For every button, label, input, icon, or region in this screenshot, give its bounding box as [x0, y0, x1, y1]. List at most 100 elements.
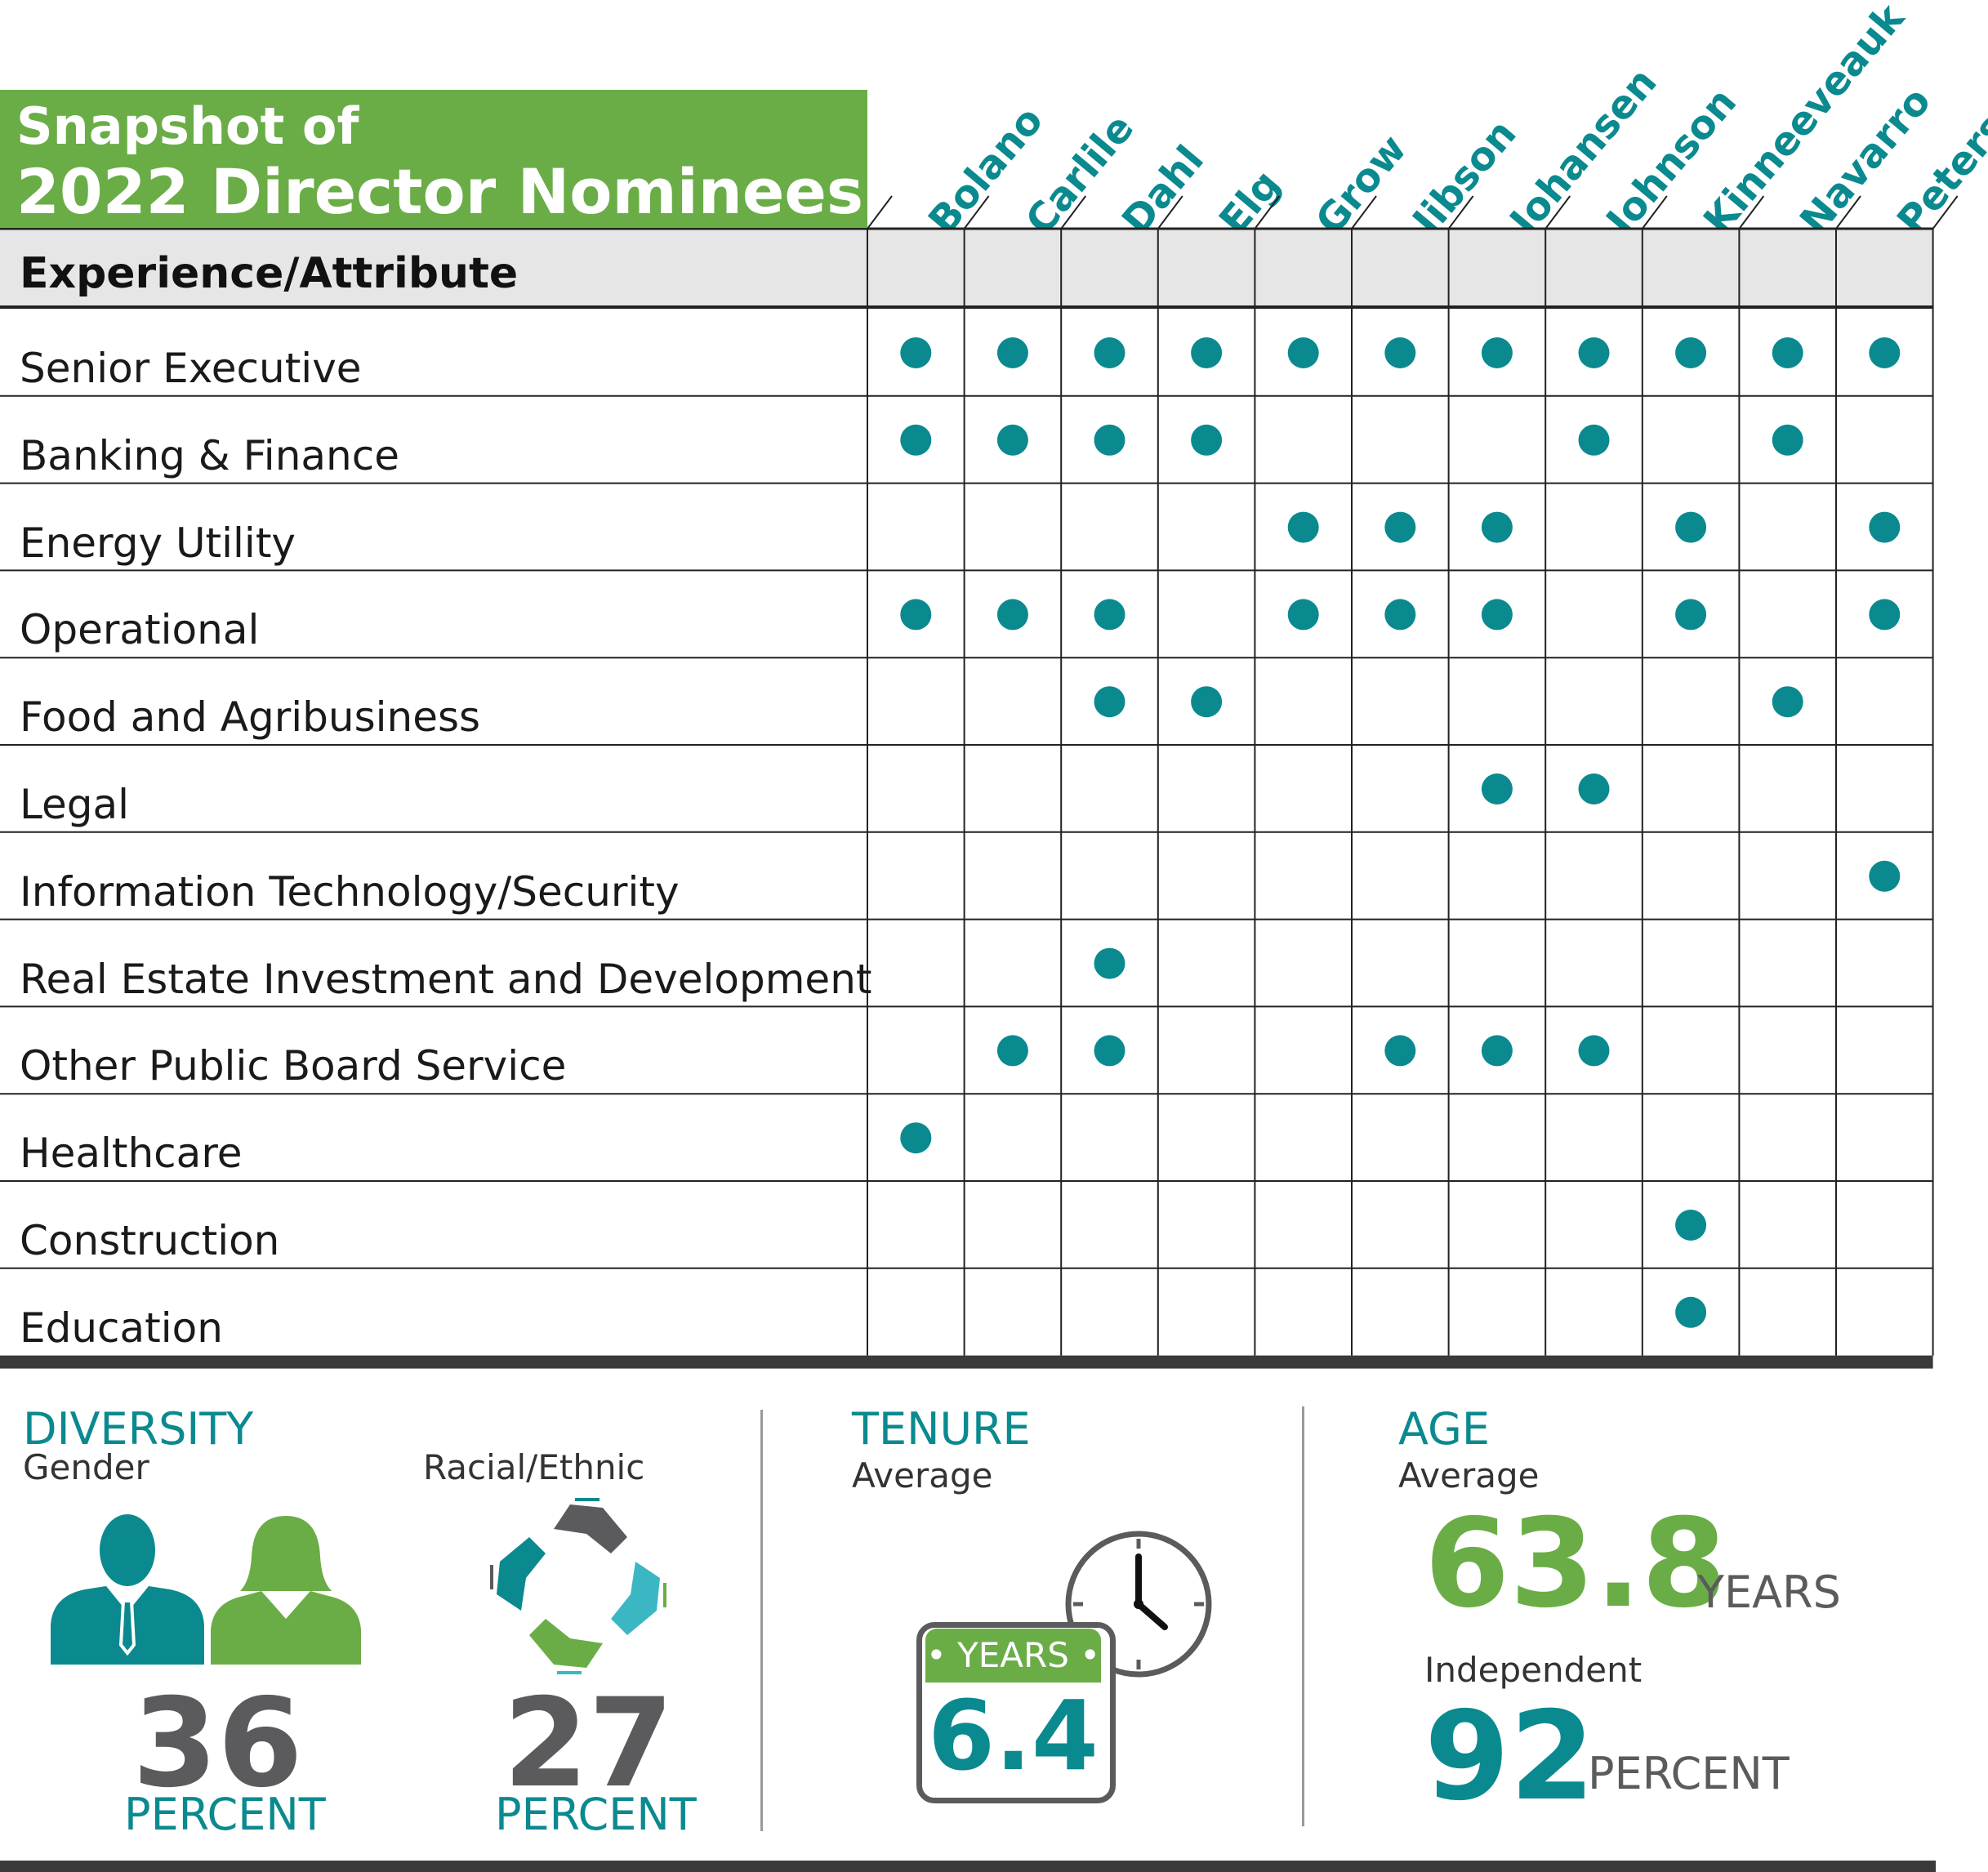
attribute-dot	[1287, 599, 1319, 631]
attribute-dot	[996, 424, 1028, 456]
attribute-label: Food and Agribusiness	[20, 693, 481, 742]
attribute-dot	[900, 337, 932, 368]
attribute-dot	[1384, 599, 1416, 631]
age-subheading: Average	[1398, 1455, 1540, 1495]
section-divider	[1302, 1406, 1304, 1826]
attribute-dot	[1191, 337, 1223, 368]
attribute-dot	[1287, 511, 1319, 543]
attribute-label: Senior Executive	[20, 345, 362, 392]
attribute-dot	[1772, 686, 1803, 718]
page-title-line1: Snapshot of	[16, 96, 359, 156]
attribute-label: Banking & Finance	[20, 431, 399, 479]
gender-percent-value: 36	[132, 1673, 303, 1815]
attribute-dot	[1481, 773, 1513, 805]
attribute-dot	[1481, 1035, 1513, 1067]
attribute-dot	[996, 599, 1028, 631]
age-unit: YEARS	[1697, 1567, 1841, 1618]
attribute-dot	[1578, 1035, 1610, 1067]
tenure-heading: TENURE	[852, 1403, 1031, 1455]
column-slant-tick	[1351, 195, 1377, 230]
column-slant-tick	[1642, 195, 1668, 230]
attribute-dot	[900, 599, 932, 631]
column-slant-tick	[1254, 195, 1281, 230]
attribute-dot	[1772, 337, 1803, 368]
age-value: 63.8	[1424, 1493, 1727, 1635]
gender-percent-unit: PERCENT	[124, 1789, 326, 1840]
attribute-dot	[1094, 947, 1125, 979]
attribute-matrix	[0, 195, 1959, 1369]
tenure-badge-label: • YEARS •	[925, 1629, 1101, 1683]
attribute-label: Operational	[20, 606, 260, 654]
attribute-dot	[1191, 686, 1223, 718]
attribute-dot	[1675, 1296, 1707, 1328]
attribute-dot	[1094, 1035, 1125, 1067]
attribute-dot	[1094, 686, 1125, 718]
attribute-dot	[1094, 337, 1125, 368]
attribute-label: Real Estate Investment and Development	[20, 955, 872, 1003]
age-heading: AGE	[1398, 1403, 1490, 1455]
gender-label: Gender	[23, 1447, 149, 1487]
attribute-dot	[1869, 599, 1901, 631]
diversity-heading: DIVERSITY	[23, 1403, 254, 1455]
attribute-dot	[1869, 511, 1901, 543]
attribute-dot	[1094, 599, 1125, 631]
attribute-dot	[1384, 511, 1416, 543]
page-title-line2: 2022 Director Nominees	[16, 155, 864, 228]
attribute-dot	[1578, 424, 1610, 456]
tenure-subheading: Average	[852, 1455, 993, 1495]
attribute-label: Healthcare	[20, 1130, 243, 1178]
attribute-label: Energy Utility	[20, 519, 296, 567]
attribute-label: Legal	[20, 781, 130, 828]
attribute-dot	[1675, 337, 1707, 368]
racial-percent-unit: PERCENT	[495, 1789, 697, 1840]
attribute-dot	[1869, 337, 1901, 368]
male-person-icon	[51, 1514, 204, 1665]
title-banner	[0, 90, 867, 227]
independent-label: Independent	[1424, 1650, 1643, 1690]
column-slant-tick	[963, 195, 990, 230]
section-divider	[760, 1410, 763, 1831]
attribute-dot	[996, 1035, 1028, 1067]
attribute-dot	[1094, 424, 1125, 456]
bottom-rule	[0, 1861, 1936, 1872]
attribute-dot	[1578, 773, 1610, 805]
attribute-dot	[1481, 337, 1513, 368]
attribute-dot	[900, 1122, 932, 1154]
attribute-label: Education	[20, 1304, 223, 1352]
attribute-dot	[1191, 424, 1223, 456]
column-header-label: Experience/Attribute	[20, 249, 519, 298]
column-slant-tick	[1835, 195, 1861, 230]
column-slant-tick	[1447, 195, 1474, 230]
attribute-dot	[996, 337, 1028, 368]
hands-circle-icon	[490, 1498, 666, 1674]
table-bottom-bar	[0, 1355, 1933, 1369]
attribute-label: Other Public Board Service	[20, 1042, 567, 1090]
attribute-dot	[1578, 337, 1610, 368]
attribute-dot	[1481, 511, 1513, 543]
column-slant-tick	[1157, 195, 1183, 230]
header-band	[0, 229, 1933, 307]
independent-unit: PERCENT	[1588, 1748, 1790, 1799]
attribute-dot	[1675, 511, 1707, 543]
female-person-icon	[211, 1516, 361, 1665]
column-slant-tick	[1060, 195, 1086, 230]
attribute-dot	[1675, 599, 1707, 631]
attribute-dot	[1772, 424, 1803, 456]
attribute-label: Construction	[20, 1217, 280, 1264]
attribute-dot	[1384, 1035, 1416, 1067]
racial-percent-value: 27	[503, 1673, 674, 1815]
attribute-dot	[1287, 337, 1319, 368]
tenure-value: 6.4	[927, 1679, 1099, 1792]
attribute-dot	[900, 424, 932, 456]
racial-ethnic-label: Racial/Ethnic	[423, 1447, 645, 1487]
column-slant-tick	[1932, 195, 1959, 230]
attribute-dot	[1869, 860, 1901, 892]
attribute-dot	[1384, 337, 1416, 368]
attribute-label: Information Technology/Security	[20, 867, 680, 916]
column-slant-tick	[1738, 195, 1765, 230]
independent-value: 92	[1424, 1686, 1595, 1828]
column-slant-tick	[1544, 195, 1571, 230]
gender-icons	[51, 1514, 361, 1665]
attribute-dot	[1675, 1210, 1707, 1241]
attribute-dot	[1481, 599, 1513, 631]
